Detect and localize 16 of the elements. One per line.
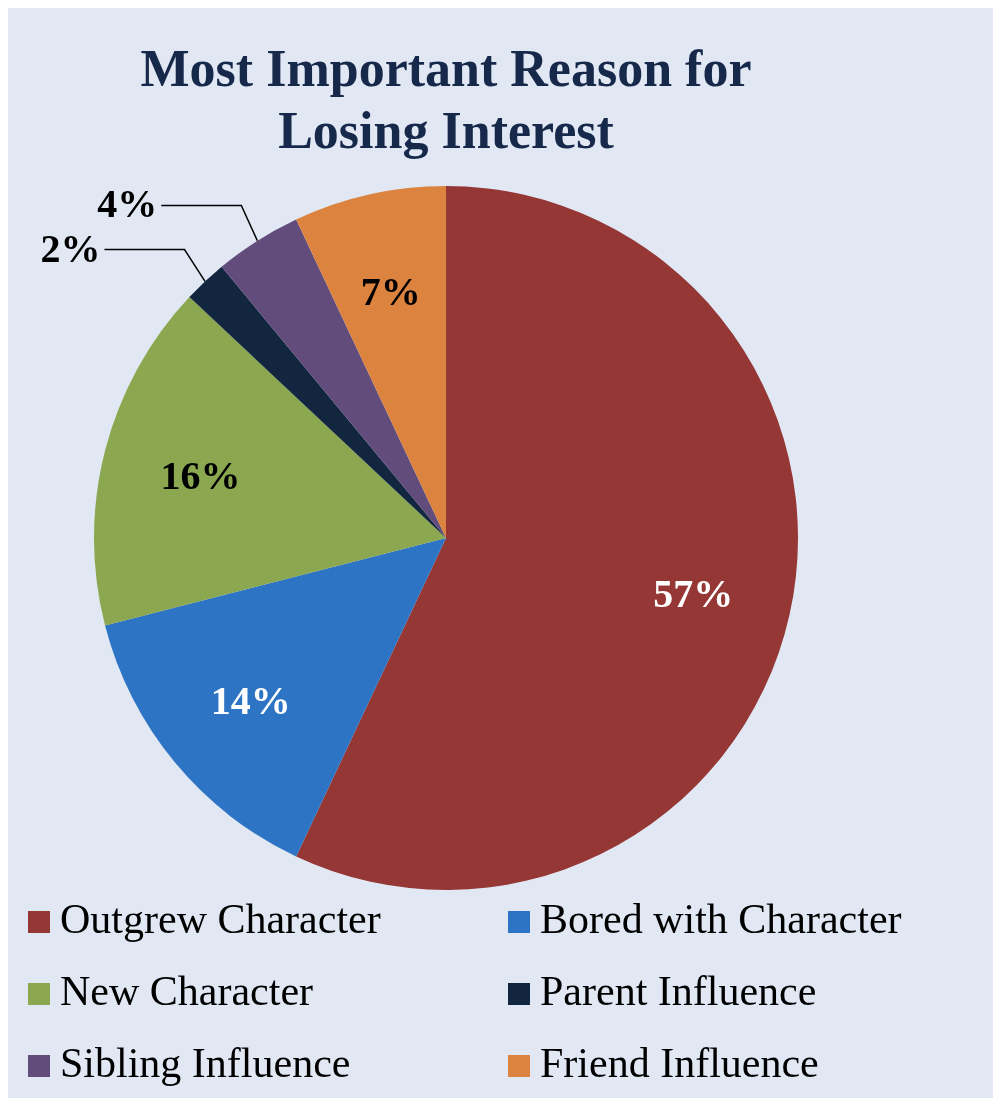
data-label: 2% [40,225,101,271]
legend-label: Outgrew Character [60,896,381,942]
data-label: 57% [653,571,734,617]
legend-label: Friend Influence [540,1040,819,1086]
legend-label: Parent Influence [540,968,817,1014]
legend-label: New Character [60,968,314,1014]
data-label: 4% [97,181,158,227]
chart-title: Most Important Reason for Losing Interest [140,40,752,159]
pie-slice [105,538,446,857]
pie-slice [296,186,798,890]
legend-label: Bored with Character [540,896,902,942]
data-label: 16% [160,452,241,498]
legend-label: Sibling Influence [60,1040,351,1086]
pie-slice [296,186,446,538]
data-label: 14% [210,677,291,723]
data-label: 7% [360,268,421,314]
